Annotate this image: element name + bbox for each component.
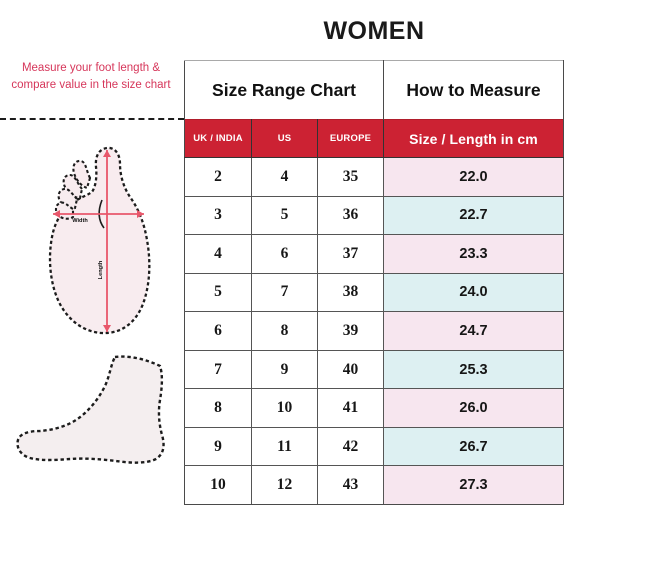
column-header-europe: EUROPE <box>317 119 384 158</box>
size-chart-table: Size Range Chart How to Measure UK / IND… <box>184 60 564 505</box>
cell-europe: 35 <box>317 157 384 197</box>
table-row: 8 10 41 26.0 <box>184 388 564 428</box>
cell-uk-india: 8 <box>184 388 252 428</box>
cell-us: 7 <box>251 272 318 313</box>
cell-uk-india: 2 <box>184 157 252 197</box>
cell-us: 4 <box>251 157 318 197</box>
toe-2-shape <box>72 159 92 190</box>
cell-length-cm: 27.3 <box>383 465 564 505</box>
table-row: 10 12 43 27.3 <box>184 465 564 505</box>
column-header-size-length-cm: Size / Length in cm <box>383 119 564 158</box>
table-row: 5 7 38 24.0 <box>184 272 564 313</box>
table-row: 7 9 40 25.3 <box>184 349 564 390</box>
cell-length-cm: 26.7 <box>383 426 564 467</box>
column-header-uk-india: UK / INDIA <box>184 119 252 158</box>
page-title: WOMEN <box>323 17 425 45</box>
width-label: Width <box>72 218 88 224</box>
section-header-how-to-measure: How to Measure <box>383 60 564 120</box>
cell-uk-india: 3 <box>184 195 252 236</box>
cell-length-cm: 26.0 <box>383 388 564 428</box>
cell-europe: 39 <box>317 311 384 351</box>
cell-length-cm: 22.0 <box>383 157 564 197</box>
width-arrow-head-left <box>53 210 60 218</box>
cell-us: 5 <box>251 195 318 236</box>
length-arrow-head-top <box>103 150 111 157</box>
section-header-size-range-chart: Size Range Chart <box>184 60 384 120</box>
table-row: 9 11 42 26.7 <box>184 426 564 467</box>
cell-europe: 43 <box>317 465 384 505</box>
table-row: 3 5 36 22.7 <box>184 195 564 236</box>
cell-us: 12 <box>251 465 318 505</box>
length-label: Length <box>98 260 104 279</box>
cell-us: 11 <box>251 426 318 467</box>
cell-europe: 40 <box>317 349 384 390</box>
cell-uk-india: 7 <box>184 349 252 390</box>
toe-3-shape <box>62 173 84 200</box>
cell-us: 10 <box>251 388 318 428</box>
cell-uk-india: 9 <box>184 426 252 467</box>
cell-us: 8 <box>251 311 318 351</box>
cell-us: 6 <box>251 234 318 274</box>
length-arrow-head-bottom <box>103 325 111 332</box>
cell-europe: 42 <box>317 426 384 467</box>
cell-uk-india: 10 <box>184 465 252 505</box>
width-arrow-head-right <box>137 210 144 218</box>
cell-europe: 37 <box>317 234 384 274</box>
sole-outline-shape <box>48 146 151 335</box>
cell-europe: 41 <box>317 388 384 428</box>
table-row: 4 6 37 23.3 <box>184 234 564 274</box>
cell-uk-india: 6 <box>184 311 252 351</box>
cell-europe: 36 <box>317 195 384 236</box>
table-row: 2 4 35 22.0 <box>184 157 564 197</box>
foot-profile-shape <box>16 355 165 464</box>
cell-us: 9 <box>251 349 318 390</box>
foot-sole-top-view-diagram: Width Length <box>48 146 151 335</box>
size-chart-table-body: 2 4 35 22.0 3 5 36 22.7 4 6 37 23.3 5 7 38 24.0 6 8 39 24.7… <box>184 157 564 505</box>
table-row: 6 8 39 24.7 <box>184 311 564 351</box>
cell-europe: 38 <box>317 272 384 313</box>
column-header-us: US <box>251 119 318 158</box>
cell-length-cm: 24.7 <box>383 311 564 351</box>
cell-uk-india: 5 <box>184 272 252 313</box>
cell-length-cm: 24.0 <box>383 272 564 313</box>
foot-side-view-diagram <box>16 355 165 464</box>
section-header-row: Size Range Chart How to Measure <box>184 60 564 120</box>
cell-length-cm: 23.3 <box>383 234 564 274</box>
measure-instruction-text: Measure your foot length & compare value… <box>11 62 171 91</box>
dashed-divider <box>0 118 184 120</box>
cell-uk-india: 4 <box>184 234 252 274</box>
column-header-row: UK / INDIA US EUROPE Size / Length in cm <box>184 119 564 158</box>
cell-length-cm: 22.7 <box>383 195 564 236</box>
cell-length-cm: 25.3 <box>383 349 564 390</box>
